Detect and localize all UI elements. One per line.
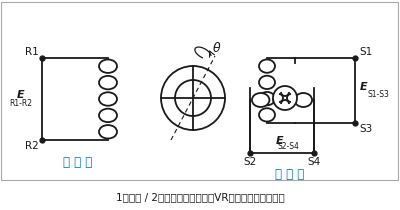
Ellipse shape: [259, 92, 275, 105]
Circle shape: [161, 66, 225, 130]
Text: E: E: [16, 90, 24, 100]
Text: 出 力 側: 出 力 側: [275, 168, 305, 181]
Ellipse shape: [259, 108, 275, 122]
Text: 1相励磁 / 2相出力の電気回路（VR型レゾルバーの例）: 1相励磁 / 2相出力の電気回路（VR型レゾルバーの例）: [116, 192, 284, 202]
Ellipse shape: [99, 76, 117, 89]
Ellipse shape: [99, 92, 117, 106]
Ellipse shape: [294, 93, 312, 107]
Ellipse shape: [99, 59, 117, 73]
Text: S2-S4: S2-S4: [277, 142, 299, 151]
Text: θ: θ: [213, 42, 221, 55]
Ellipse shape: [252, 93, 270, 107]
Text: S3: S3: [359, 124, 372, 134]
Ellipse shape: [259, 59, 275, 73]
Text: 励 磁 側: 励 磁 側: [63, 155, 93, 168]
Ellipse shape: [273, 93, 291, 107]
Ellipse shape: [99, 125, 117, 139]
Ellipse shape: [259, 76, 275, 89]
Text: R1-R2: R1-R2: [9, 98, 32, 108]
Circle shape: [175, 80, 211, 116]
Text: S1: S1: [359, 47, 372, 57]
Text: R2: R2: [25, 141, 39, 151]
Circle shape: [273, 86, 297, 110]
Text: R1: R1: [25, 47, 39, 57]
Ellipse shape: [99, 109, 117, 122]
Text: S4: S4: [307, 157, 321, 167]
Text: E: E: [276, 136, 284, 146]
Bar: [1, 2, 398, 180]
Text: S1-S3: S1-S3: [367, 90, 389, 99]
Text: S2: S2: [243, 157, 257, 167]
Text: E: E: [360, 81, 368, 92]
